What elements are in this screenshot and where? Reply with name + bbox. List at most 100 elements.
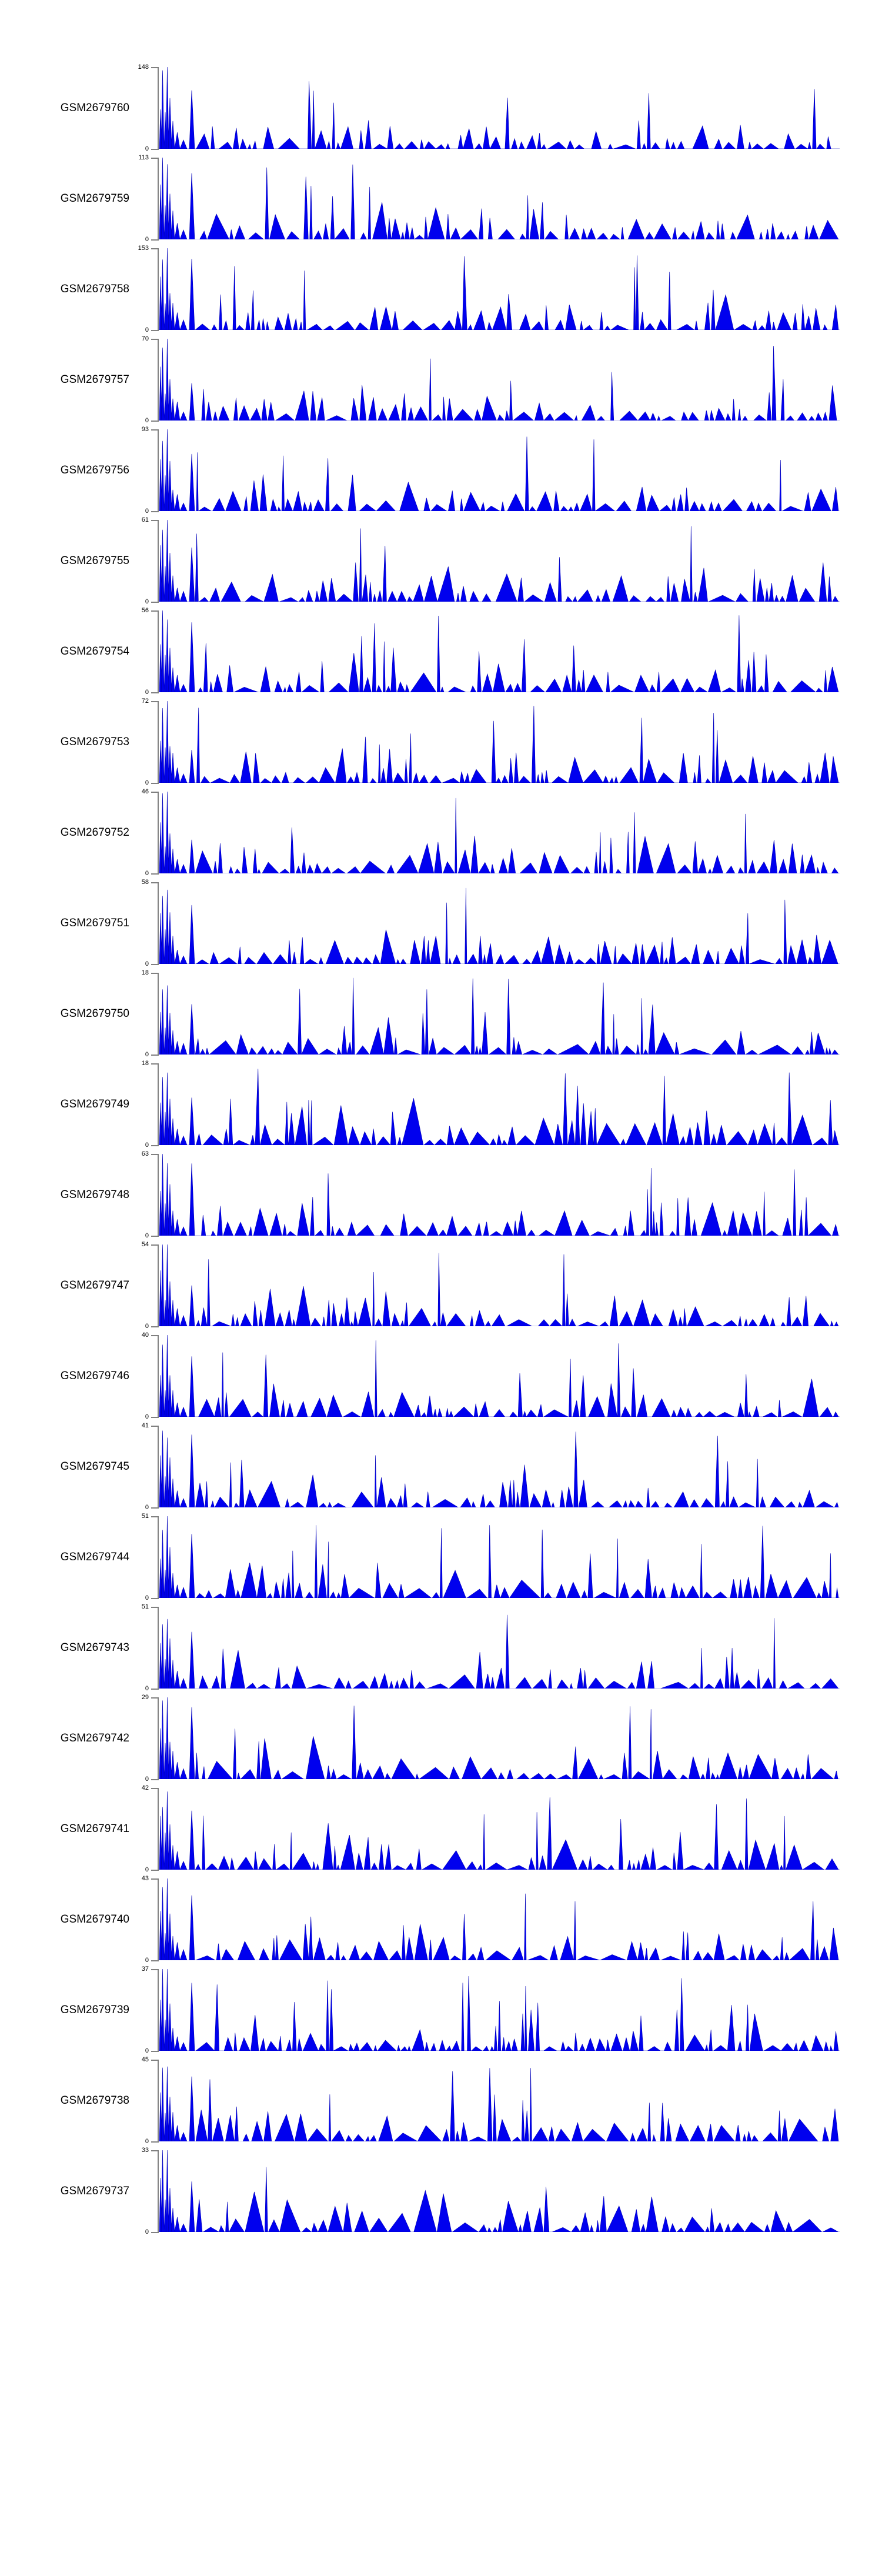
track-y-axis <box>158 1516 159 1599</box>
coverage-signal <box>159 977 840 1055</box>
coverage-signal <box>159 610 840 692</box>
coverage-signal <box>159 2066 840 2141</box>
track-axis-tick <box>151 1154 159 1155</box>
track-zero-label: 0 <box>145 1232 149 1239</box>
track-label: GSM2679741 <box>60 1822 129 1835</box>
track-axis-tick <box>151 1244 159 1246</box>
track-y-axis <box>158 973 159 1055</box>
track-axis-tick <box>151 1607 159 1608</box>
track-y-axis <box>158 1244 159 1327</box>
track-axis-tick <box>151 1335 159 1336</box>
coverage-signal <box>159 792 840 873</box>
track-label: GSM2679737 <box>60 2184 129 2197</box>
coverage-signal <box>159 1335 840 1417</box>
track-axis-tick <box>151 158 159 159</box>
track-axis-tick <box>151 873 159 875</box>
track-axis-tick <box>151 602 159 603</box>
track-zero-label: 0 <box>145 1051 149 1058</box>
coverage-signal <box>159 1154 840 1236</box>
track-y-axis <box>158 882 159 965</box>
track-axis-tick <box>151 1145 159 1146</box>
coverage-signal <box>159 887 840 964</box>
track-y-axis <box>158 610 159 693</box>
track-zero-label: 0 <box>145 2138 149 2145</box>
track-axis-tick <box>151 429 159 431</box>
track-zero-label: 0 <box>145 1957 149 1964</box>
track-y-axis <box>158 1607 159 1689</box>
track-y-axis <box>158 520 159 602</box>
track-ymax-label: 18 <box>141 1060 149 1067</box>
chromosome-axis-section: chr6 108.6Mb <box>0 2382 882 2500</box>
track-y-axis <box>158 701 159 783</box>
track-y-axis <box>158 67 159 149</box>
track-zero-label: 0 <box>145 1323 149 1330</box>
track-ymax-label: 46 <box>141 788 149 795</box>
track-axis-tick <box>151 692 159 693</box>
coverage-signal <box>159 67 840 149</box>
track-axis-tick <box>151 421 159 422</box>
track-y-axis <box>158 248 159 331</box>
track-label: GSM2679757 <box>60 373 129 386</box>
track-ymax-label: 51 <box>141 1603 149 1610</box>
track-ymax-label: 51 <box>141 1513 149 1520</box>
track-label: GSM2679756 <box>60 463 129 476</box>
coverage-signal <box>159 520 840 602</box>
track-axis-tick <box>151 248 159 249</box>
track-zero-label: 0 <box>145 1776 149 1783</box>
track-axis-tick <box>151 1516 159 1517</box>
track-zero-label: 0 <box>145 779 149 786</box>
track-label: GSM2679749 <box>60 1097 129 1110</box>
track-y-axis <box>158 1154 159 1236</box>
track-zero-label: 0 <box>145 960 149 967</box>
track-axis-tick <box>151 701 159 702</box>
track-axis-tick <box>151 1063 159 1065</box>
track-y-axis <box>158 792 159 874</box>
track-ymax-label: 72 <box>141 698 149 705</box>
track-label: GSM2679739 <box>60 2003 129 2016</box>
track-ymax-label: 93 <box>141 426 149 433</box>
track-y-axis <box>158 158 159 240</box>
track-axis-tick <box>151 2051 159 2052</box>
track-ymax-label: 148 <box>138 64 149 71</box>
coverage-signal <box>159 1430 840 1507</box>
track-ymax-label: 42 <box>141 1784 149 1791</box>
track-label: GSM2679760 <box>60 101 129 114</box>
track-y-axis <box>158 1335 159 1417</box>
track-zero-label: 0 <box>145 417 149 424</box>
coverage-signal <box>159 701 840 783</box>
coverage-signal <box>159 429 840 511</box>
coverage-signal <box>159 248 840 330</box>
track-zero-label: 0 <box>145 236 149 243</box>
track-label: GSM2679742 <box>60 1731 129 1744</box>
coverage-signal <box>159 1878 840 1960</box>
coverage-signal <box>159 1697 840 1779</box>
track-label: GSM2679738 <box>60 2094 129 2107</box>
track-label: GSM2679743 <box>60 1641 129 1654</box>
track-axis-tick <box>151 1870 159 1871</box>
track-label: GSM2679746 <box>60 1369 129 1382</box>
track-axis-tick <box>151 783 159 784</box>
track-zero-label: 0 <box>145 1142 149 1149</box>
coverage-signal <box>159 1244 840 1326</box>
coverage-signal <box>159 1614 840 1689</box>
track-label: GSM2679752 <box>60 826 129 839</box>
track-zero-label: 0 <box>145 598 149 605</box>
coverage-signal <box>159 158 840 239</box>
track-axis-tick <box>151 1236 159 1237</box>
track-ymax-label: 37 <box>141 1966 149 1973</box>
track-axis-tick <box>151 339 159 340</box>
track-ymax-label: 61 <box>141 516 149 523</box>
track-axis-tick <box>151 2232 159 2233</box>
track-axis-tick <box>151 610 159 612</box>
track-label: GSM2679753 <box>60 735 129 748</box>
track-zero-label: 0 <box>145 689 149 696</box>
coverage-signal <box>159 1969 840 2051</box>
track-label: GSM2679747 <box>60 1279 129 1292</box>
track-label: GSM2679750 <box>60 1007 129 1020</box>
gene-annotation-section: FOXO3 <box>0 2270 882 2364</box>
track-zero-label: 0 <box>145 145 149 152</box>
track-label: GSM2679759 <box>60 192 129 205</box>
track-axis-tick <box>151 330 159 331</box>
track-zero-label: 0 <box>145 508 149 515</box>
track-axis-tick <box>151 792 159 793</box>
